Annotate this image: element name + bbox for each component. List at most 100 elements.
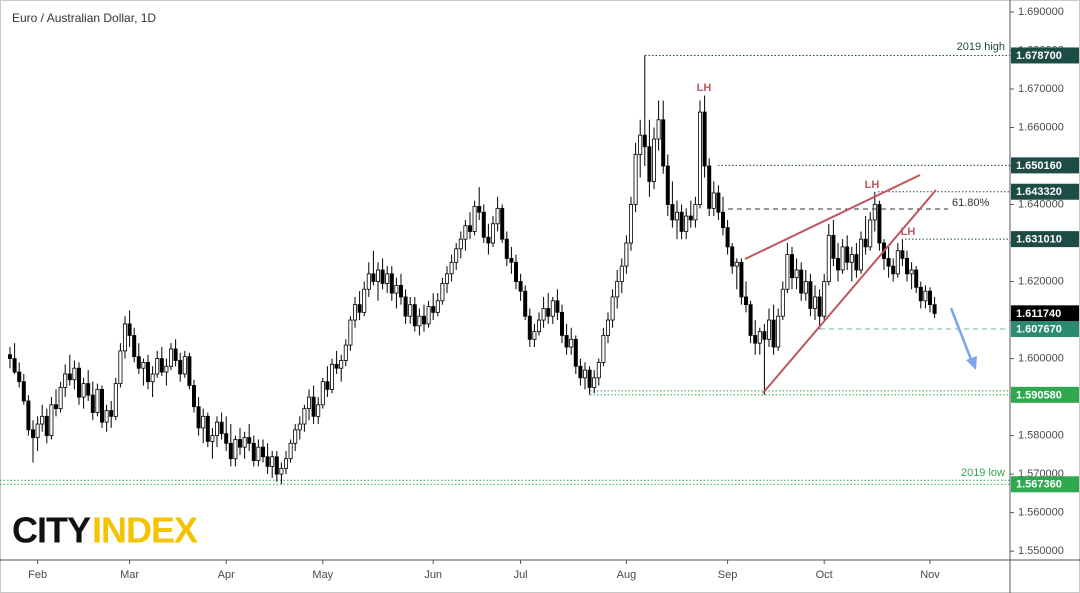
candle-body (564, 335, 569, 348)
candle-body (872, 204, 877, 221)
candle-body (583, 369, 588, 379)
candle-body (67, 373, 72, 381)
candle-body (164, 365, 169, 373)
candle-body (757, 331, 762, 344)
price-label: 1.643320 (1016, 186, 1062, 198)
candle-body (454, 248, 459, 263)
candle-body (495, 207, 500, 225)
candle-body (40, 415, 45, 425)
candle-body (7, 354, 12, 359)
candle-body (182, 356, 187, 375)
candle-body (647, 146, 652, 182)
trend-line (762, 189, 937, 394)
candle-body (546, 308, 551, 317)
candle-body (509, 258, 514, 263)
candle-body (859, 238, 864, 271)
candle-body (168, 348, 173, 367)
candle-body (550, 300, 555, 317)
candle-body (569, 338, 574, 348)
x-tick-label: Jul (514, 569, 528, 581)
x-tick-label: Oct (816, 569, 833, 581)
candle-body (541, 308, 546, 321)
candle-body (440, 283, 445, 302)
candle-body (596, 362, 601, 379)
candle-body (693, 204, 698, 221)
candle-body (909, 269, 914, 275)
annotation: LH (697, 82, 712, 94)
candle-body (831, 234, 836, 259)
candle-body (237, 439, 242, 448)
candle-body (698, 111, 703, 205)
annotation: LH (865, 179, 880, 191)
candle-body (790, 254, 795, 279)
candle-body (113, 383, 118, 417)
candle-body (123, 323, 128, 352)
y-tick-label: 1.600000 (1018, 352, 1064, 364)
candle-body (725, 227, 730, 248)
candle-body (799, 269, 804, 294)
candle-body (629, 204, 634, 244)
x-tick-label: Nov (920, 569, 940, 581)
candle-body (385, 273, 390, 284)
candle-body (688, 215, 693, 221)
price-label-box (1011, 476, 1079, 493)
candle-body (334, 363, 339, 369)
candle-body (81, 383, 86, 398)
candle-body (435, 300, 440, 313)
candle-body (26, 400, 31, 431)
candle-body (486, 236, 491, 244)
candle-body (780, 288, 785, 317)
candle-body (320, 381, 325, 406)
x-tick-label: Sep (718, 569, 738, 581)
candle-body (744, 296, 749, 306)
candle-body (150, 373, 155, 383)
candle-body (537, 319, 542, 333)
candle-body (679, 211, 684, 232)
candle-body (711, 192, 716, 209)
candle-body (357, 304, 362, 313)
candle-body (615, 281, 620, 298)
candle-body (560, 311, 565, 336)
candle-body (573, 338, 578, 367)
candle-body (905, 258, 910, 275)
candle-body (767, 319, 772, 340)
candle-body (467, 225, 472, 232)
candle-body (739, 261, 744, 298)
candle-body (854, 254, 859, 271)
candle-body (371, 273, 376, 282)
candle-body (155, 358, 160, 375)
candle-body (109, 410, 114, 417)
candle-body (242, 437, 247, 448)
candle-body (228, 442, 233, 460)
candle-body (578, 365, 583, 379)
candle-body (178, 360, 183, 375)
candle-body (826, 234, 831, 282)
candle-body (532, 331, 537, 340)
candle-body (187, 356, 192, 386)
candle-body (408, 304, 413, 317)
candle-body (214, 421, 219, 436)
candle-body (417, 315, 422, 327)
candle-body (191, 385, 196, 408)
candle-body (702, 111, 707, 167)
candle-body (472, 206, 477, 232)
candle-body (463, 225, 468, 240)
candle-body (219, 421, 224, 435)
candle-body (817, 296, 822, 317)
candle-body (306, 396, 311, 410)
y-tick-label: 1.550000 (1018, 545, 1064, 557)
candle-body (30, 429, 35, 438)
x-tick-label: Mar (120, 569, 139, 581)
candle-body (776, 315, 781, 348)
price-label-box (1011, 386, 1079, 403)
candle-body (449, 261, 454, 275)
candle-body (201, 415, 206, 429)
price-label: 1.678700 (1016, 50, 1062, 62)
y-tick-label: 1.580000 (1018, 430, 1064, 442)
candle-body (500, 207, 505, 240)
price-label-box (1011, 47, 1079, 64)
y-tick-label: 1.640000 (1018, 198, 1064, 210)
candle-body (141, 362, 146, 369)
